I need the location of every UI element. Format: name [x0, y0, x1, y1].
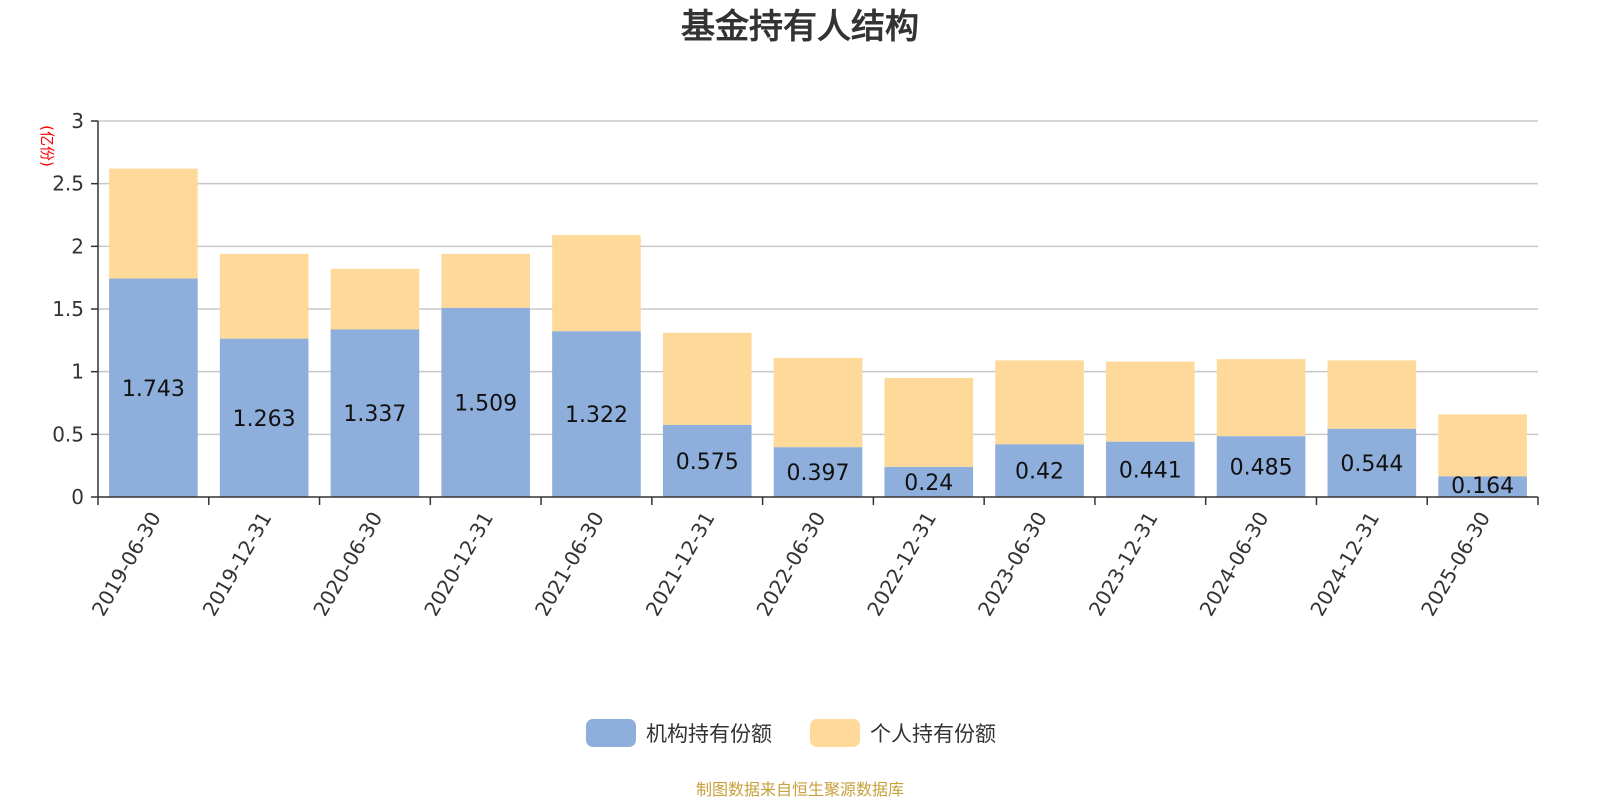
- data-label: 1.509: [454, 391, 517, 416]
- data-label: 0.544: [1340, 452, 1403, 477]
- bar-institutional[interactable]: [330, 329, 420, 497]
- x-tick-label: 2022-06-30: [751, 508, 830, 621]
- y-tick-label: 1: [71, 360, 84, 384]
- x-tick-label: 2023-06-30: [973, 508, 1052, 621]
- bar-individual[interactable]: [662, 332, 752, 425]
- bars: [109, 168, 1527, 497]
- data-label: 1.743: [122, 377, 185, 402]
- legend-label: 个人持有份额: [870, 722, 996, 746]
- bar-individual[interactable]: [552, 235, 641, 332]
- bar-individual[interactable]: [1106, 361, 1195, 442]
- bar-institutional[interactable]: [1327, 428, 1417, 497]
- legend-item[interactable]: 机构持有份额: [586, 719, 772, 747]
- bar-individual[interactable]: [1216, 359, 1306, 437]
- bar-institutional[interactable]: [662, 424, 752, 497]
- bar-individual[interactable]: [441, 253, 530, 308]
- x-tick-label: 2025-06-30: [1416, 508, 1495, 621]
- data-label: 0.441: [1119, 458, 1182, 483]
- bar-institutional[interactable]: [884, 466, 974, 497]
- data-label: 0.24: [904, 471, 953, 496]
- bar-institutional[interactable]: [773, 447, 863, 497]
- bar-institutional[interactable]: [552, 331, 641, 497]
- bar-individual[interactable]: [884, 377, 974, 467]
- y-tick-label: 0: [71, 485, 84, 509]
- legend-label: 机构持有份额: [646, 722, 772, 746]
- bar-institutional[interactable]: [995, 444, 1084, 497]
- x-tick-label: 2024-12-31: [1305, 508, 1384, 621]
- bar-institutional[interactable]: [441, 307, 530, 497]
- bar-individual[interactable]: [109, 168, 198, 279]
- y-tick-label: 1.5: [52, 297, 84, 321]
- data-label: 1.337: [343, 402, 406, 427]
- data-label: 1.322: [565, 403, 628, 428]
- source-note: 制图数据来自恒生聚源数据库: [696, 780, 904, 799]
- data-label: 0.575: [676, 450, 739, 475]
- bar-individual[interactable]: [1327, 360, 1417, 429]
- x-tick-label: 2019-06-30: [87, 508, 166, 621]
- bar-institutional[interactable]: [109, 278, 198, 497]
- x-tick-label: 2019-12-31: [198, 508, 277, 621]
- x-tick-label: 2020-06-30: [308, 508, 387, 621]
- bar-institutional[interactable]: [1438, 476, 1527, 497]
- y-tick-label: 2.5: [52, 172, 84, 196]
- y-tick-label: 0.5: [52, 422, 84, 446]
- x-tick-label: 2022-12-31: [862, 508, 941, 621]
- bar-institutional[interactable]: [1106, 441, 1195, 497]
- bar-individual[interactable]: [330, 268, 420, 330]
- x-tick-label: 2021-06-30: [530, 508, 609, 621]
- bar-institutional[interactable]: [219, 338, 309, 497]
- data-label: 0.164: [1451, 474, 1514, 499]
- data-label: 1.263: [233, 407, 296, 432]
- legend-swatch: [810, 719, 860, 747]
- bar-individual[interactable]: [773, 357, 863, 448]
- bar-individual[interactable]: [1438, 414, 1527, 477]
- data-label: 0.485: [1230, 456, 1293, 481]
- x-tick-label: 2021-12-31: [641, 508, 720, 621]
- legend[interactable]: 机构持有份额 个人持有份额: [586, 719, 996, 747]
- y-tick-label: 3: [71, 109, 84, 133]
- bar-individual[interactable]: [995, 360, 1084, 445]
- chart-title: 基金持有人结构: [681, 7, 919, 47]
- legend-item[interactable]: 个人持有份额: [810, 719, 996, 747]
- y-axis-unit: (亿份): [38, 125, 56, 167]
- x-tick-label: 2023-12-31: [1084, 508, 1163, 621]
- bar-individual[interactable]: [219, 253, 309, 339]
- data-labels: 1.743 1.263 1.337 1.509 1.322 0.575 0.397 0.24 0…: [122, 377, 1514, 499]
- bar-institutional[interactable]: [1216, 436, 1306, 497]
- data-label: 0.397: [787, 461, 850, 486]
- legend-swatch: [586, 719, 636, 747]
- data-label: 0.42: [1015, 460, 1064, 485]
- x-tick-label: 2024-06-30: [1195, 508, 1274, 621]
- y-tick-label: 2: [71, 234, 84, 258]
- x-tick-label: 2020-12-31: [419, 508, 498, 621]
